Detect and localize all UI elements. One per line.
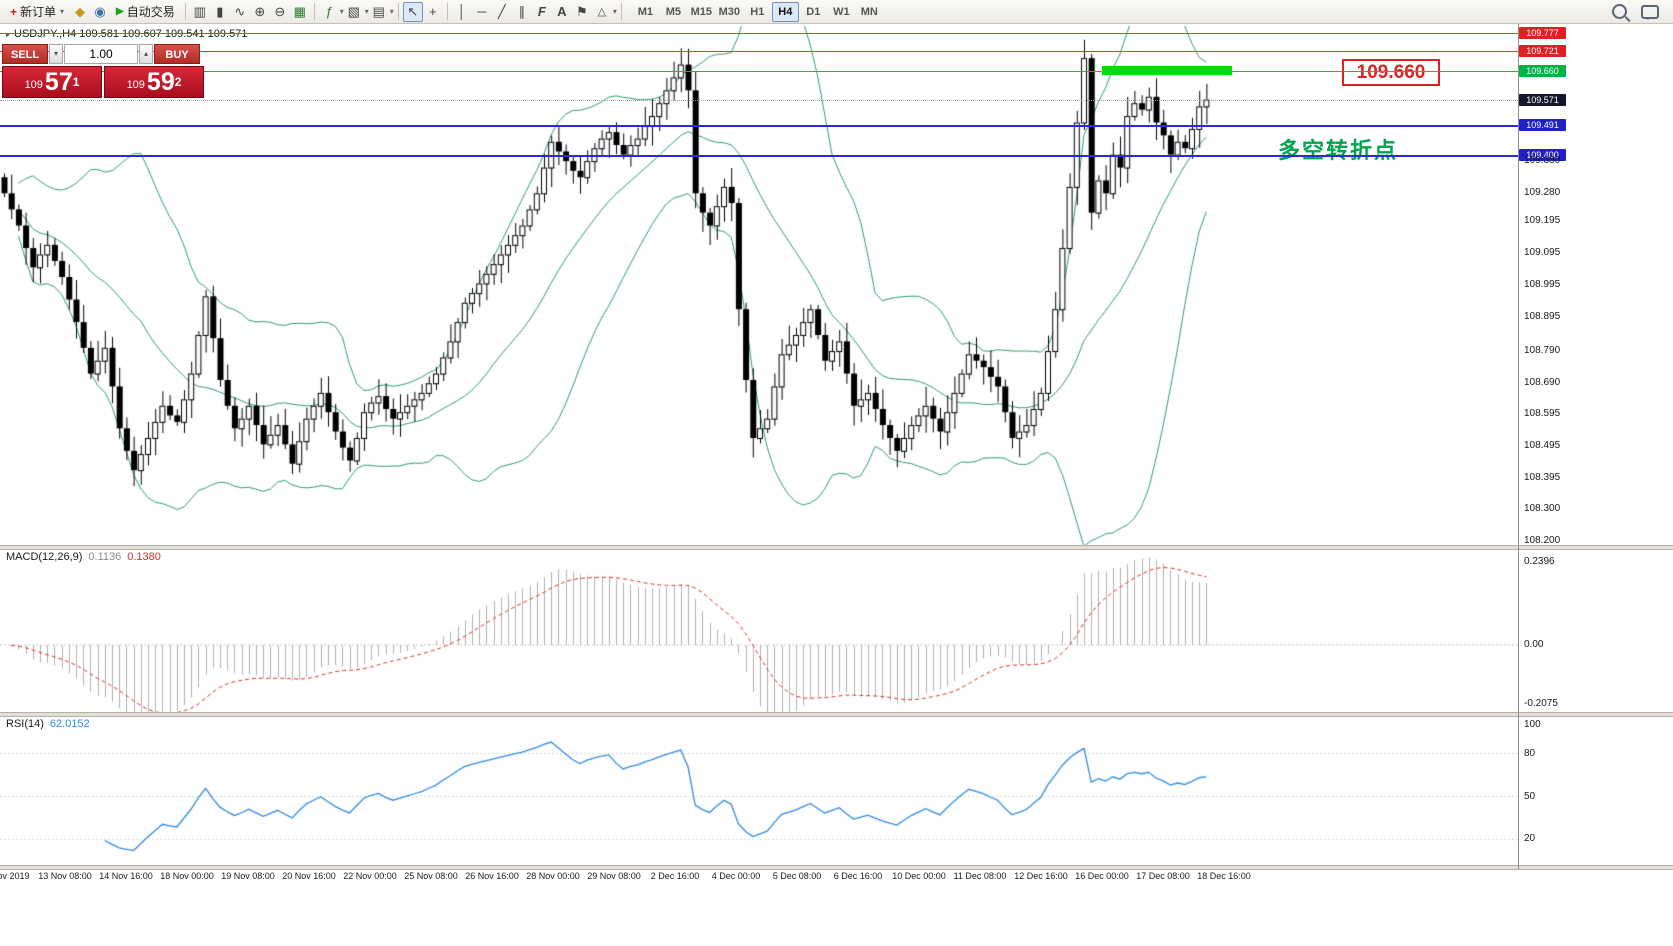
cursor-icon[interactable]: ↖ — [402, 1, 423, 22]
sell-price-pips: 57 — [44, 68, 73, 96]
vertical-line-icon[interactable]: │ — [457, 3, 466, 19]
timeframe-h4[interactable]: H4 — [771, 1, 799, 22]
timeframe-h1[interactable]: H1 — [750, 5, 765, 18]
horizontal-line-icon[interactable]: ─ — [477, 3, 487, 19]
buy-price-point: 2 — [174, 75, 182, 89]
sell-price-point: 1 — [72, 75, 80, 89]
candlestick-chart-icon[interactable]: ▮ — [216, 3, 224, 19]
chevron-down-icon[interactable]: ▾ — [612, 7, 617, 16]
timeframe-d1[interactable]: D1 — [806, 5, 821, 18]
timeframe-mn[interactable]: MN — [860, 5, 878, 18]
volume-input[interactable] — [64, 44, 138, 64]
bar-chart-icon[interactable]: ▥ — [193, 3, 206, 19]
buy-price-pips: 59 — [146, 68, 175, 96]
trendline-icon[interactable]: ╱ — [497, 3, 506, 19]
new-order-icon: + — [10, 4, 18, 19]
timeframe-m15[interactable]: M15 — [690, 5, 713, 18]
fibonacci-icon[interactable]: F — [537, 3, 546, 19]
zoom-out-icon[interactable]: ⊖ — [274, 3, 286, 19]
buy-price-display[interactable]: 109 59 2 — [104, 66, 204, 98]
templates-icon[interactable]: ▤ — [372, 3, 385, 19]
toolbar-separator — [620, 3, 622, 20]
shapes-icon[interactable]: △ — [597, 5, 607, 18]
main-toolbar: + 新订单 ▾ ◆ ◉ ▶ 自动交易 ▥ ▮ ∿ ⊕ ⊖ ▦ ƒ ▾ ▧ ▾ ▤… — [0, 0, 1673, 24]
timeframe-m30[interactable]: M30 — [718, 5, 741, 18]
label-tool-icon[interactable]: ⚑ — [575, 3, 588, 19]
navigator-icon[interactable]: ◉ — [94, 3, 106, 19]
chevron-down-icon: ▾ — [60, 7, 65, 16]
line-chart-icon[interactable]: ∿ — [234, 3, 246, 19]
autotrading-button[interactable]: ▶ 自动交易 — [110, 1, 181, 23]
volume-up-button[interactable]: ▴ — [139, 44, 153, 64]
toolbar-separator — [313, 3, 315, 20]
search-icon[interactable] — [1612, 4, 1627, 19]
market-watch-icon[interactable]: ◆ — [75, 3, 86, 19]
toolbar-separator — [446, 3, 448, 20]
sell-price-prefix: 109 — [24, 79, 43, 91]
indicators-icon[interactable]: ƒ — [325, 3, 333, 19]
autotrading-play-icon: ▶ — [116, 6, 124, 17]
autotrading-label: 自动交易 — [126, 5, 175, 19]
timeframe-toolbar: M1 M5 M15 M30 H1 H4 D1 W1 MN — [632, 1, 883, 22]
toolbar-separator — [184, 3, 186, 20]
toolbar-separator — [397, 3, 399, 20]
new-order-label: 新订单 — [20, 5, 57, 19]
sell-button[interactable]: SELL — [2, 44, 48, 64]
one-click-trading-panel: SELL ▾ ▴ BUY 109 57 1 109 59 2 — [2, 44, 206, 98]
chat-icon[interactable] — [1641, 4, 1659, 20]
text-tool-icon[interactable]: A — [557, 3, 567, 19]
buy-button[interactable]: BUY — [154, 44, 200, 64]
chevron-down-icon[interactable]: ▾ — [339, 7, 344, 16]
new-order-button[interactable]: + 新订单 ▾ — [4, 1, 70, 23]
chevron-down-icon[interactable]: ▾ — [389, 7, 394, 16]
toolbar-right-group — [1612, 4, 1673, 20]
equidistant-channel-icon[interactable]: ∥ — [518, 3, 526, 19]
buy-price-prefix: 109 — [126, 79, 145, 91]
timeframe-m1[interactable]: M1 — [637, 5, 653, 18]
new-chart-icon[interactable]: ▧ — [347, 3, 360, 19]
timeframe-w1[interactable]: W1 — [833, 5, 850, 18]
crosshair-icon[interactable]: + — [429, 3, 437, 19]
volume-down-button[interactable]: ▾ — [49, 44, 63, 64]
chevron-down-icon[interactable]: ▾ — [364, 7, 369, 16]
sell-price-display[interactable]: 109 57 1 — [2, 66, 102, 98]
timeframe-m5[interactable]: M5 — [665, 5, 681, 18]
tile-windows-icon[interactable]: ▦ — [293, 3, 306, 19]
zoom-in-icon[interactable]: ⊕ — [254, 3, 266, 19]
